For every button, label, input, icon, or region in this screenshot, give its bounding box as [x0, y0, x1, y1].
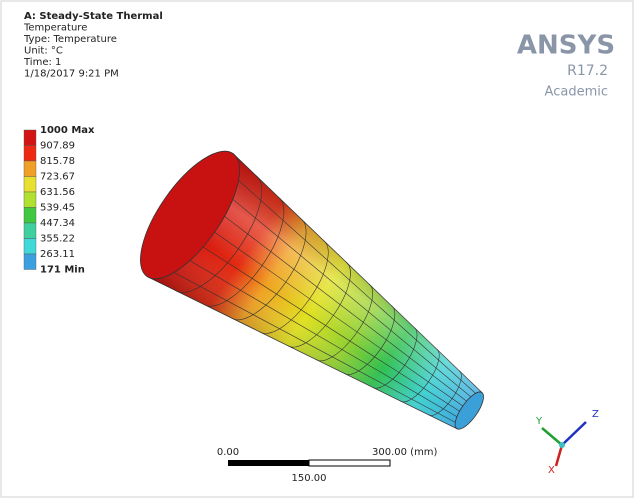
legend-label: 539.45: [40, 203, 75, 214]
triad-y-label: Y: [535, 416, 543, 427]
scale-segment: [309, 460, 390, 466]
legend-swatch: [24, 192, 36, 208]
legend-swatch: [24, 223, 36, 239]
header-line: Type: Temperature: [23, 34, 117, 45]
legend-swatch: [24, 254, 36, 270]
legend-swatch: [24, 239, 36, 255]
legend-label: 631.56: [40, 187, 75, 198]
logo-version: R17.2: [567, 63, 608, 79]
legend-label: 171 Min: [40, 265, 85, 276]
header-title: A: Steady-State Thermal: [24, 11, 163, 22]
scale-start: 0.00: [217, 447, 239, 458]
legend-swatch: [24, 146, 36, 162]
legend-label: 723.67: [40, 172, 75, 183]
legend-label: 815.78: [40, 156, 75, 167]
scale-segment: [228, 460, 309, 466]
legend-swatch: [24, 208, 36, 224]
logo-edition: Academic: [545, 85, 608, 100]
header-line: 1/18/2017 9:21 PM: [24, 69, 119, 80]
legend-label: 355.22: [40, 234, 75, 245]
logo-brand: ANSYS: [517, 31, 615, 61]
scale-middle: 150.00: [292, 473, 327, 484]
triad-z-label: Z: [592, 409, 599, 420]
scale-end: 300.00 (mm): [372, 447, 438, 458]
screenshot: A: Steady-State ThermalTemperatureType: …: [0, 0, 634, 498]
legend-swatch: [24, 161, 36, 177]
legend-swatch: [24, 177, 36, 193]
triad-x-label: X: [548, 465, 555, 476]
triad-origin: [559, 442, 565, 448]
header-line: Temperature: [23, 23, 87, 34]
header-line: Unit: °C: [24, 46, 63, 57]
legend-label: 1000 Max: [40, 125, 95, 136]
legend-label: 907.89: [40, 141, 75, 152]
header-line: Time: 1: [23, 57, 61, 68]
legend-label: 263.11: [40, 249, 75, 260]
viewport: A: Steady-State ThermalTemperatureType: …: [0, 0, 634, 498]
legend-swatch: [24, 130, 36, 146]
legend-label: 447.34: [40, 218, 75, 229]
